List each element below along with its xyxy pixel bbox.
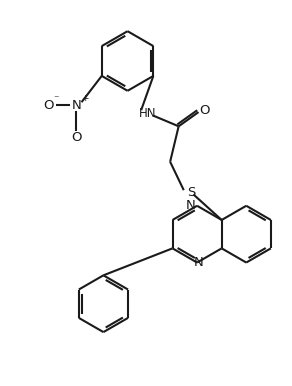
- Text: +: +: [81, 94, 88, 103]
- Text: N: N: [72, 98, 81, 112]
- Text: O: O: [199, 104, 210, 117]
- Text: S: S: [187, 186, 196, 199]
- Text: N: N: [194, 256, 204, 269]
- Text: N: N: [186, 199, 196, 212]
- Text: HN: HN: [139, 107, 156, 120]
- Text: ⁻: ⁻: [53, 94, 59, 104]
- Text: O: O: [43, 98, 53, 112]
- Text: O: O: [71, 131, 82, 144]
